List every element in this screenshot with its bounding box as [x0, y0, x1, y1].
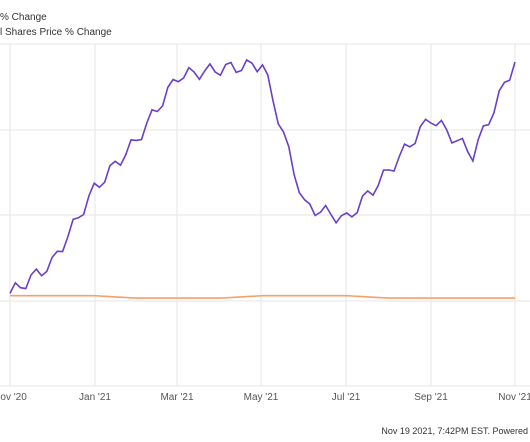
footer-timestamp: Nov 19 2021, 7:42PM EST. Powered	[381, 426, 528, 436]
series-layer	[9, 58, 516, 299]
x-tick-label: Mar '21	[160, 392, 193, 403]
x-axis: Nov '20 Jan '21 Mar '21 May '21 Jul '21 Sep '…	[0, 392, 530, 403]
x-tick-label: Jan '21	[79, 392, 111, 403]
x-tick-label: Jul '21	[332, 392, 361, 403]
x-tick-label: Sep '21	[414, 392, 448, 403]
x-tick-label: Nov '20	[0, 392, 27, 403]
series-line-1	[9, 58, 516, 294]
legend-item-series-1: % Change	[0, 12, 47, 23]
x-tick-label: May '21	[244, 392, 279, 403]
legend-item-series-2: l Shares Price % Change	[0, 27, 112, 38]
chart-grid	[0, 43, 530, 387]
series-line-2	[10, 294, 515, 299]
x-tick-label: Nov '21	[498, 392, 530, 403]
